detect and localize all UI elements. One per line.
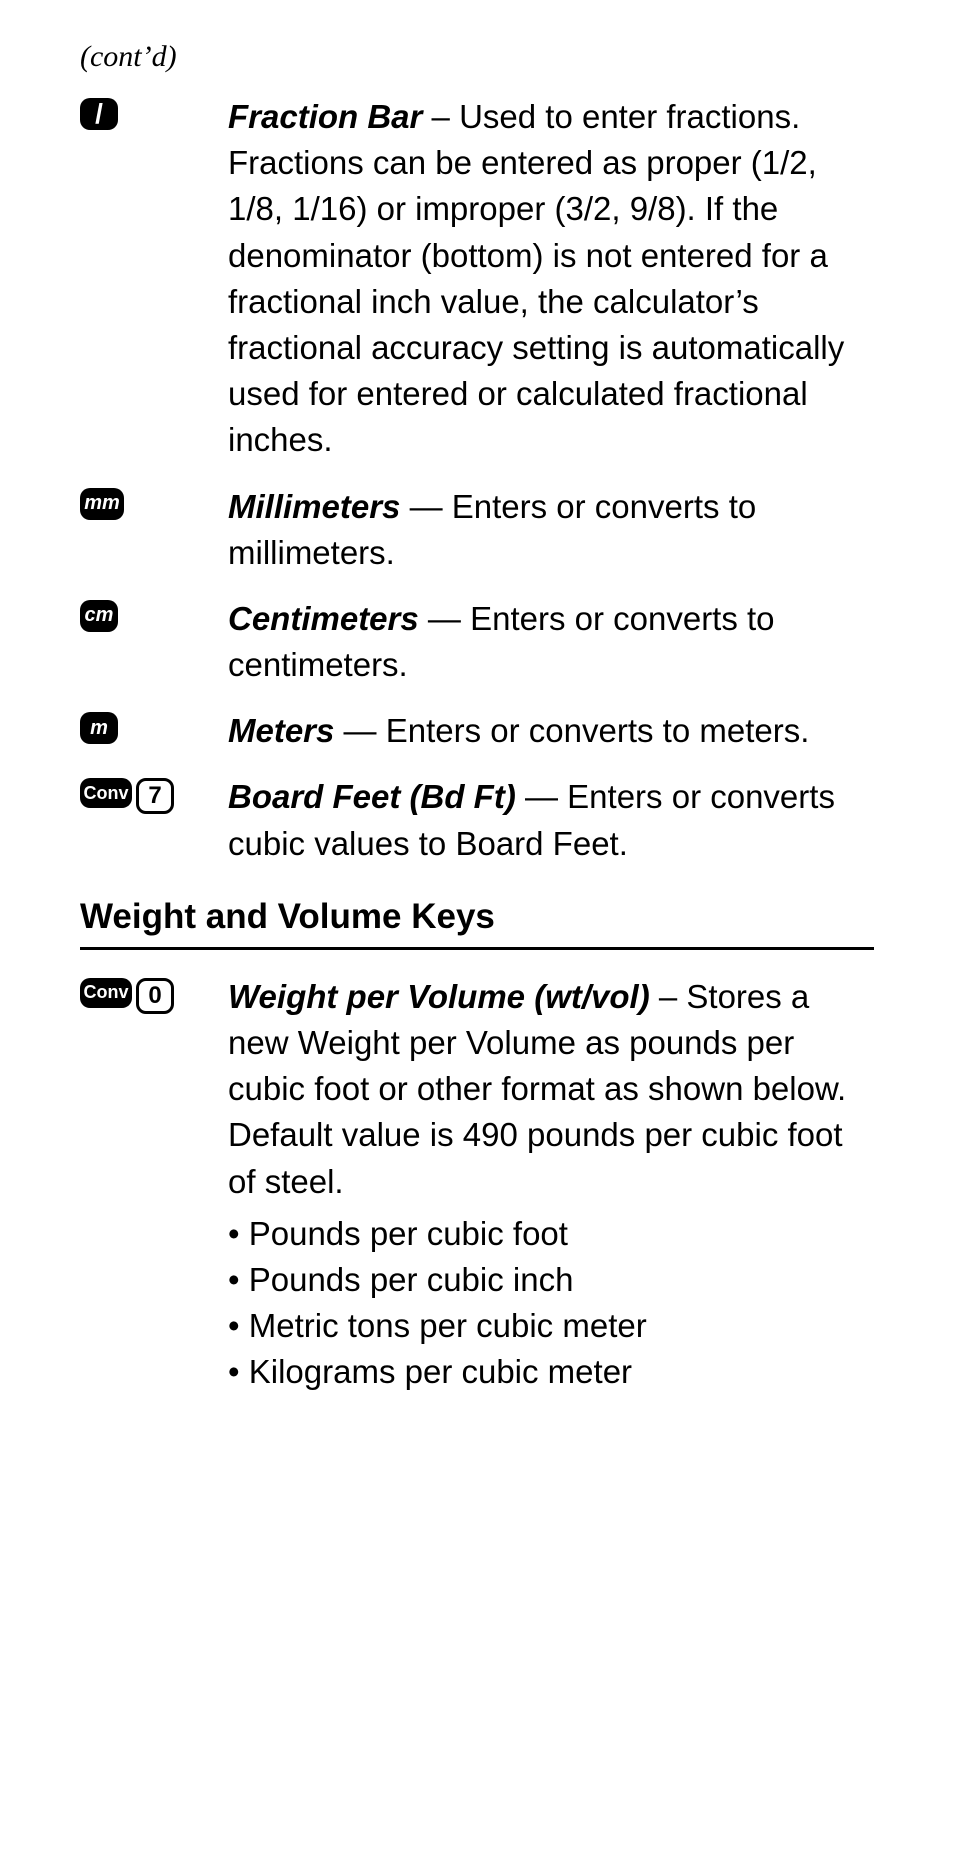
desc-col: Board Feet (Bd Ft) — Enters or converts … — [228, 774, 874, 866]
term: Weight per Volume (wt/vol) — [228, 978, 650, 1015]
continued-label: (cont’d) — [80, 40, 874, 74]
sep: — — [334, 712, 385, 749]
desc-col: Centimeters — Enters or converts to cent… — [228, 596, 874, 688]
desc: Enters or converts to meters. — [386, 712, 810, 749]
section-rule — [80, 947, 874, 950]
zero-key-icon: 0 — [136, 978, 174, 1014]
wtvol-bullets: Pounds per cubic foot Pounds per cubic i… — [228, 1211, 874, 1396]
term: Millimeters — [228, 488, 400, 525]
cm-key-icon: cm — [80, 600, 118, 632]
key-col: Conv 7 — [80, 774, 228, 866]
desc-col: Weight per Volume (wt/vol) – Stores a ne… — [228, 974, 874, 1396]
key-col: m — [80, 708, 228, 754]
entry-cm: cm Centimeters — Enters or converts to c… — [80, 596, 874, 688]
term: Fraction Bar — [228, 98, 422, 135]
desc-col: Meters — Enters or converts to meters. — [228, 708, 874, 754]
entry-wtvol: Conv 0 Weight per Volume (wt/vol) – Stor… — [80, 974, 874, 1396]
sep: — — [419, 600, 470, 637]
term: Meters — [228, 712, 334, 749]
sep: — — [400, 488, 451, 525]
desc: Used to enter fractions. Fractions can b… — [228, 98, 844, 458]
fraction-key-icon: / — [80, 98, 118, 130]
seven-key-icon: 7 — [136, 778, 174, 814]
sep: – — [650, 978, 687, 1015]
term: Centimeters — [228, 600, 419, 637]
desc-col: Fraction Bar – Used to enter fractions. … — [228, 94, 874, 464]
m-key-icon: m — [80, 712, 118, 744]
entry-fraction: / Fraction Bar – Used to enter fractions… — [80, 94, 874, 464]
mm-key-icon: mm — [80, 488, 124, 520]
list-item: Kilograms per cubic meter — [228, 1349, 874, 1395]
key-col: cm — [80, 596, 228, 688]
list-item: Metric tons per cubic meter — [228, 1303, 874, 1349]
list-item: Pounds per cubic inch — [228, 1257, 874, 1303]
list-item: Pounds per cubic foot — [228, 1211, 874, 1257]
section-heading: Weight and Volume Keys — [80, 897, 874, 937]
entry-boardfeet: Conv 7 Board Feet (Bd Ft) — Enters or co… — [80, 774, 874, 866]
key-col: / — [80, 94, 228, 464]
desc-col: Millimeters — Enters or converts to mill… — [228, 484, 874, 576]
key-col: mm — [80, 484, 228, 576]
entry-mm: mm Millimeters — Enters or converts to m… — [80, 484, 874, 576]
conv-key-icon: Conv — [80, 778, 132, 808]
sep: – — [422, 98, 459, 135]
sep: — — [516, 778, 567, 815]
term: Board Feet (Bd Ft) — [228, 778, 516, 815]
entry-m: m Meters — Enters or converts to meters. — [80, 708, 874, 754]
conv-key-icon: Conv — [80, 978, 132, 1008]
key-col: Conv 0 — [80, 974, 228, 1396]
